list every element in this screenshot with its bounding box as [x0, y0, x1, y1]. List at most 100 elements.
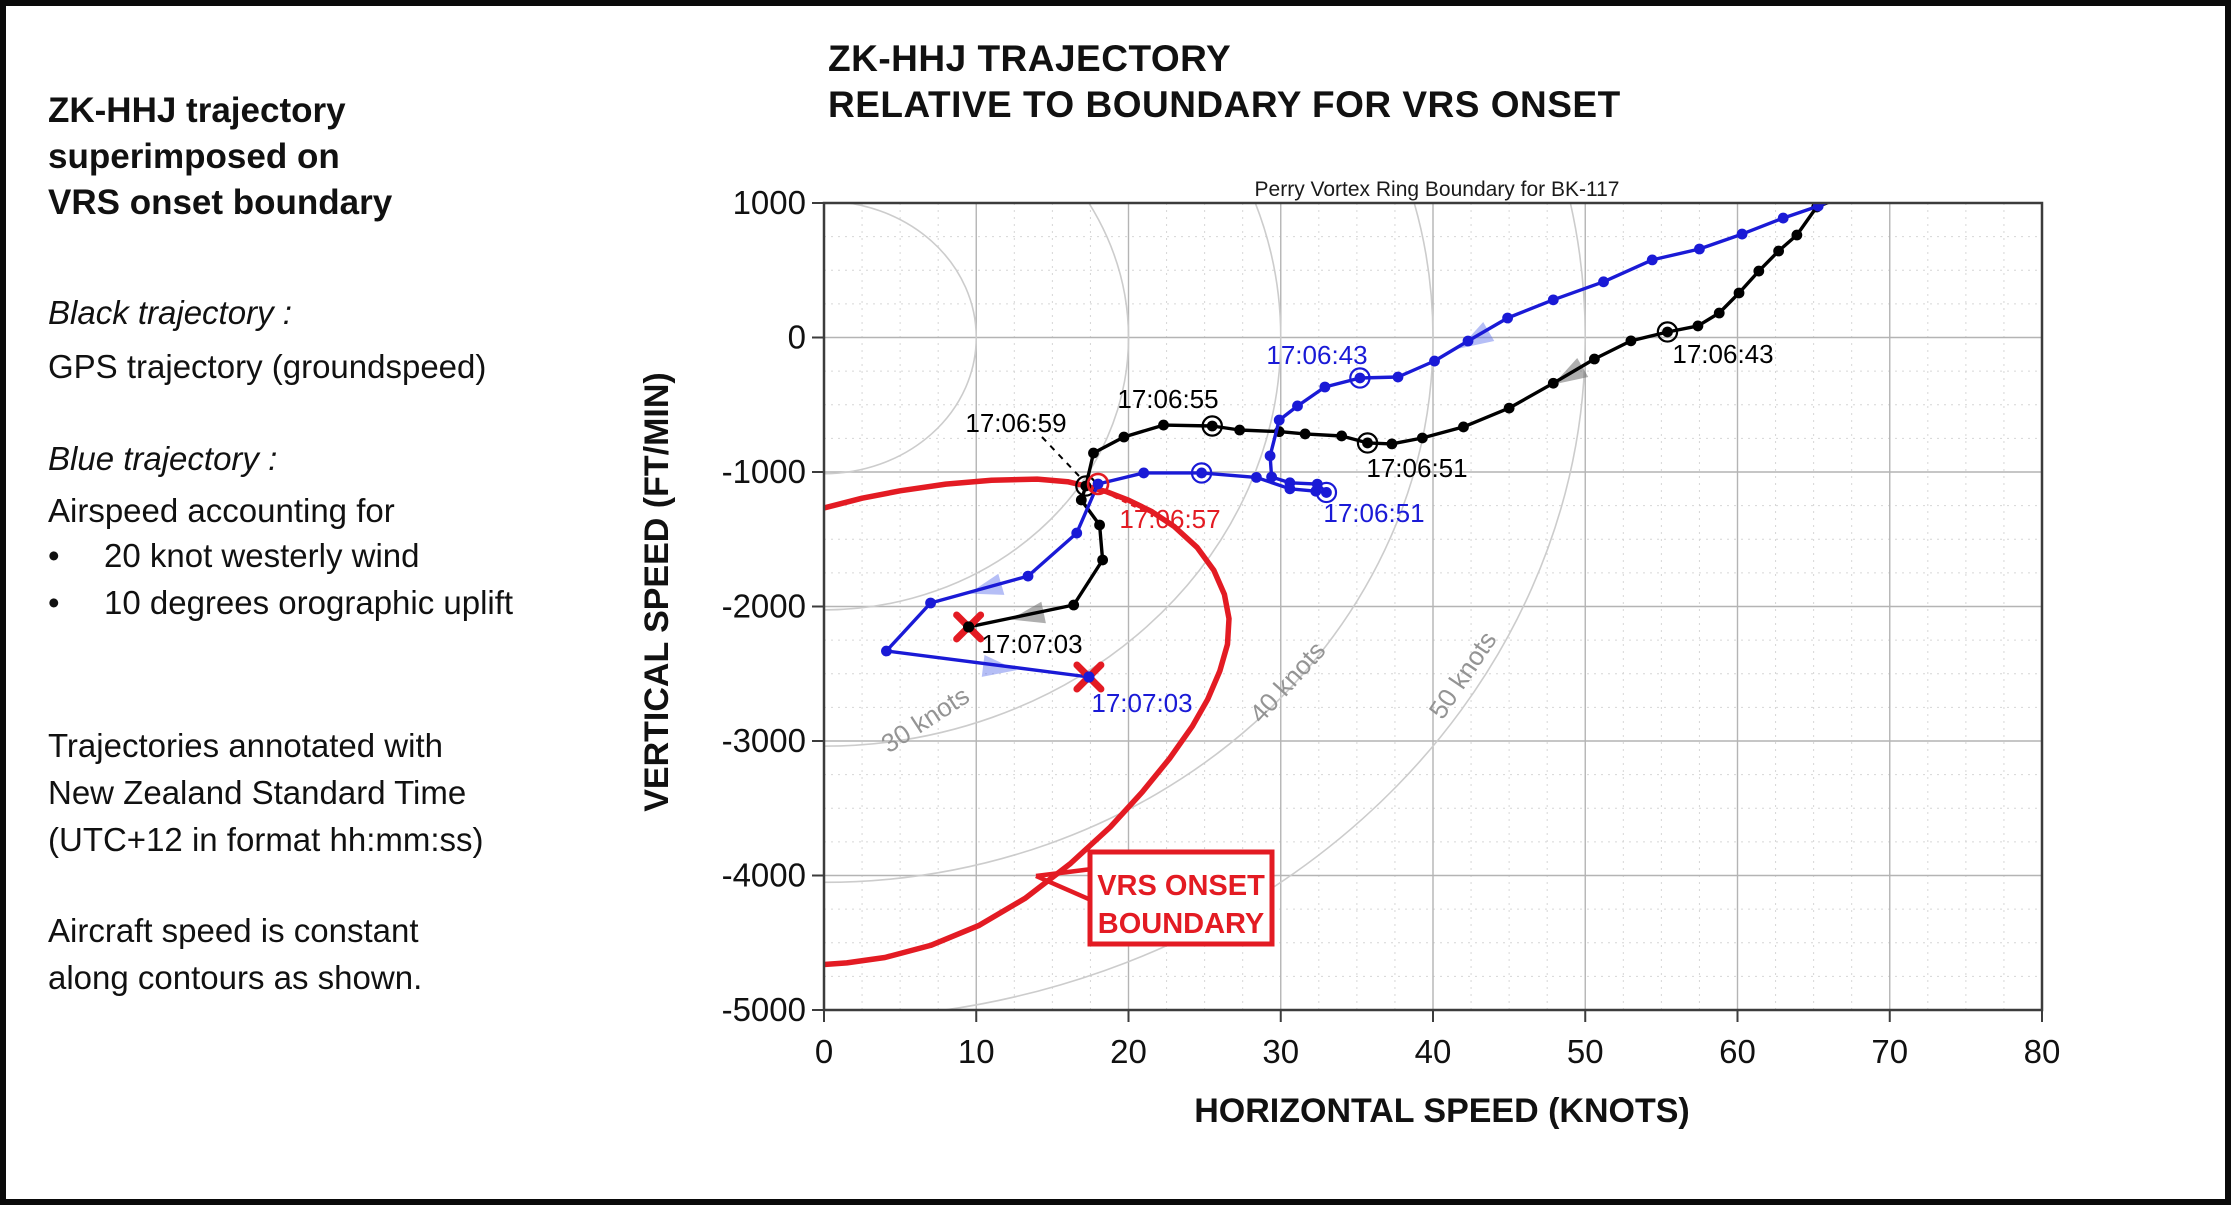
blue-trajectory-point	[1292, 400, 1303, 412]
x-tick-label: 20	[1110, 1033, 1147, 1070]
blue-trajectory-point	[1273, 414, 1285, 426]
chart-subtitle: Perry Vortex Ring Boundary for BK-117	[1255, 178, 1620, 201]
sidebar-heading-line: VRS onset boundary	[48, 183, 393, 222]
blue-trajectory-point	[1354, 372, 1366, 384]
blue-trajectory-point	[1839, 190, 1850, 201]
blue-trajectory-point	[1196, 467, 1207, 479]
chart-title-line: RELATIVE TO BOUNDARY FOR VRS ONSET	[828, 84, 1621, 125]
y-tick-label: -1000	[722, 453, 806, 490]
y-tick-label: 1000	[733, 184, 806, 221]
blue-trajectory-point	[1694, 243, 1705, 255]
blue-trajectory-point	[925, 597, 936, 609]
black-trajectory-point	[1588, 353, 1600, 365]
speed-contour-40kn	[824, 203, 1434, 883]
blue-trajectory-annotated-point-ring	[1190, 462, 1213, 484]
blue-trajectory-annotated-point-ring	[1349, 367, 1371, 389]
note-line: Trajectories annotated with	[48, 727, 443, 764]
chart-title-line: ZK-HHJ TRAJECTORY	[828, 38, 1232, 79]
black-trajectory-point	[1713, 307, 1725, 319]
blue-trajectory-desc: Airspeed accounting for	[48, 492, 395, 529]
black-trajectory-point	[1068, 599, 1080, 611]
blue-trajectory-point	[1138, 467, 1150, 479]
black-trajectory-label: Black trajectory :	[48, 294, 292, 331]
y-tick-label: -4000	[722, 857, 806, 894]
black-trajectory-point	[1206, 420, 1218, 432]
sidebar-heading-line: superimposed on	[48, 137, 340, 176]
blue-trajectory	[881, 190, 1850, 693]
blue-trajectory-point	[1022, 570, 1034, 582]
x-tick-label: 80	[2024, 1033, 2061, 1070]
speed-contour-20kn	[824, 203, 1130, 611]
blue-trajectory-point	[1547, 294, 1559, 306]
black-trajectory-point	[1733, 287, 1745, 299]
blue-trajectory-point	[1266, 471, 1278, 483]
x-tick-label: 60	[1719, 1033, 1756, 1070]
speed-contour-30kn	[824, 203, 1282, 747]
blue-trajectory-point	[1777, 212, 1789, 224]
black-trajectory-point	[1386, 438, 1398, 450]
vrs-label-text: BOUNDARY	[1098, 908, 1264, 940]
black-trajectory-annotated-point-ring	[1201, 415, 1223, 437]
black-time-annotation: 17:06:59	[965, 408, 1066, 438]
red-annotation-leader	[1103, 491, 1143, 511]
blue-trajectory-point	[1392, 371, 1404, 383]
y-tick-label: -5000	[722, 991, 806, 1028]
plot-content: 30 knots 40 knots 50 knots	[824, 190, 1850, 1010]
blue-trajectory-point	[1646, 254, 1658, 266]
blue-trajectory-line	[884, 203, 1830, 679]
note-line: Aircraft speed is constant	[48, 912, 419, 949]
bullet-icon: •	[48, 584, 60, 621]
y-tick-label: -2000	[722, 588, 806, 625]
blue-trajectory-point	[1264, 450, 1276, 462]
bullet-item: • 20 knot westerly wind	[48, 537, 419, 575]
x-tick-label: 30	[1262, 1033, 1299, 1070]
vrs-label-text: VRS ONSET	[1097, 870, 1265, 902]
axis-ticks	[812, 202, 2043, 1022]
black-trajectory-point	[1094, 519, 1105, 531]
blue-trajectory-point	[1736, 228, 1748, 240]
black-trajectory-point	[1773, 245, 1785, 257]
black-trajectory-point	[1662, 326, 1673, 338]
x-tick-label: 40	[1415, 1033, 1452, 1070]
note-annotation-time: Trajectories annotated with New Zealand …	[48, 722, 484, 863]
boundary-crossing-time-annotation: 17:06:57	[1119, 504, 1220, 534]
note-contour-speed: Aircraft speed is constant along contour…	[48, 907, 422, 1001]
sidebar-heading-line: ZK-HHJ trajectory	[48, 91, 346, 130]
chart-title: ZK-HHJ TRAJECTORY RELATIVE TO BOUNDARY F…	[828, 36, 1621, 128]
black-trajectory-point	[1075, 494, 1087, 506]
black-trajectory	[953, 203, 1832, 643]
bullet-text: 10 degrees orographic uplift	[104, 584, 514, 621]
y-axis-title: VERTICAL SPEED (FT/MIN)	[638, 372, 676, 812]
black-trajectory-point	[1547, 377, 1559, 389]
blue-trajectory-point	[1429, 355, 1440, 367]
note-line: New Zealand Standard Time	[48, 774, 467, 811]
black-trajectory-point	[1692, 320, 1704, 332]
blue-trajectory-point	[1321, 487, 1332, 498]
black-trajectory-annotated-point-ring	[1656, 321, 1679, 343]
speed-contour-50kn	[936, 203, 1586, 1010]
blue-trajectory-point	[1502, 312, 1514, 324]
black-trajectory-point	[1299, 428, 1311, 440]
blue-time-annotation: 17:07:03	[1091, 688, 1192, 718]
x-axis-title: HORIZONTAL SPEED (KNOTS)	[1194, 1092, 1690, 1130]
blue-time-annotation: 17:06:43	[1266, 340, 1367, 370]
black-trajectory-point	[1336, 430, 1348, 442]
blue-trajectory-point	[1092, 478, 1104, 490]
black-trajectory-desc: GPS trajectory (groundspeed)	[48, 348, 487, 385]
black-trajectory-point	[1753, 265, 1765, 277]
blue-trajectory-point	[1310, 485, 1322, 497]
black-trajectory-end-point	[963, 621, 975, 633]
black-trajectory-point	[1362, 437, 1373, 449]
speed-contour-10kn	[824, 203, 978, 475]
black-trajectory-point	[1416, 432, 1428, 444]
blue-time-annotation: 17:06:51	[1323, 498, 1424, 528]
blue-trajectory-point	[1319, 381, 1331, 393]
black-trajectory-annotated-point-ring	[1356, 432, 1379, 454]
black-time-annotation: 17:06:43	[1672, 339, 1773, 369]
black-trajectory-point	[1458, 421, 1469, 433]
blue-trajectory-point	[881, 645, 892, 657]
bullet-text: 20 knot westerly wind	[104, 537, 420, 574]
black-annotation-leader	[1041, 436, 1080, 477]
